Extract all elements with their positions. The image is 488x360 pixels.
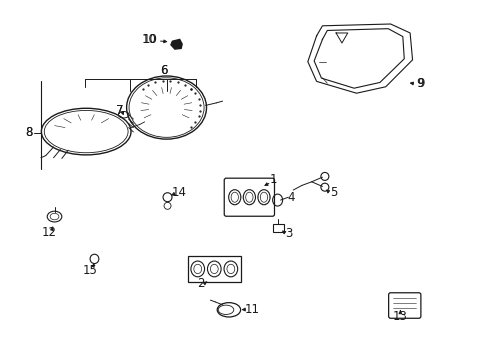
Text: 15: 15 (83, 264, 98, 277)
Text: 4: 4 (286, 191, 294, 204)
Text: 10: 10 (142, 33, 157, 46)
Text: 6: 6 (160, 64, 167, 77)
Bar (272, 224, 284, 231)
Text: 7: 7 (116, 104, 123, 117)
Text: 6: 6 (160, 64, 167, 77)
Text: 10: 10 (142, 33, 157, 46)
Text: 7: 7 (116, 104, 123, 117)
Text: 11: 11 (244, 303, 259, 316)
Text: 12: 12 (41, 226, 56, 239)
Text: 8: 8 (25, 126, 33, 139)
Text: 8: 8 (25, 126, 33, 139)
Text: 14: 14 (171, 186, 186, 199)
Text: 5: 5 (329, 186, 337, 199)
Text: 2: 2 (197, 278, 204, 291)
Text: 3: 3 (285, 226, 292, 239)
Text: 9: 9 (415, 77, 423, 90)
Bar (187, 256, 241, 282)
Text: 1: 1 (269, 173, 277, 186)
Text: 9: 9 (416, 77, 424, 90)
Text: 13: 13 (392, 310, 407, 324)
Polygon shape (171, 40, 182, 49)
